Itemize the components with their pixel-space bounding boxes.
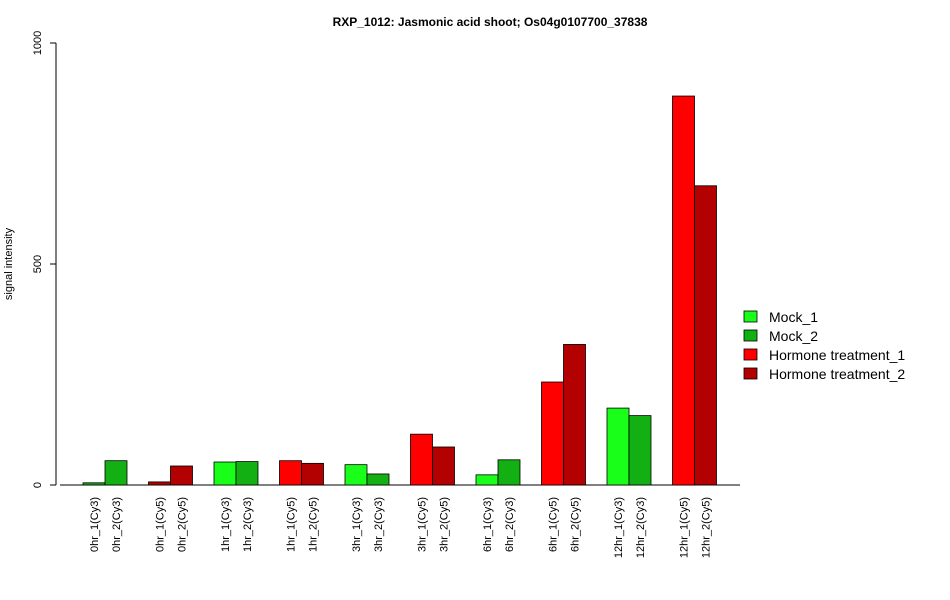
legend-swatch xyxy=(743,348,758,361)
legend-swatch xyxy=(743,329,758,342)
y-axis: 0 500 1000 xyxy=(32,31,57,488)
legend-label: Hormone treatment_2 xyxy=(769,366,905,382)
x-tick-label: 1hr_1(Cy3) xyxy=(220,497,232,552)
bar xyxy=(628,415,652,486)
x-tick-label: 12hr_2(Cy5) xyxy=(701,497,713,558)
bar xyxy=(475,474,499,486)
bar xyxy=(104,460,128,486)
bar xyxy=(694,185,717,486)
x-tick-label: 1hr_2(Cy3) xyxy=(242,497,254,552)
bar xyxy=(541,381,564,486)
x-tick-label: 12hr_2(Cy3) xyxy=(635,497,647,558)
legend-label: Mock_1 xyxy=(769,309,818,325)
y-tick-label: 500 xyxy=(32,255,44,273)
x-tick-label: 6hr_1(Cy5) xyxy=(548,497,560,552)
x-tick-label: 0hr_2(Cy5) xyxy=(177,497,189,552)
x-tick-label: 3hr_1(Cy5) xyxy=(417,497,429,552)
bar xyxy=(497,459,521,486)
legend-swatch xyxy=(743,367,758,380)
legend: Mock_1 Mock_2 Hormone treatment_1 Hormone t… xyxy=(743,309,905,382)
x-tick-label: 0hr_1(Cy5) xyxy=(155,497,167,552)
legend-swatch xyxy=(743,310,758,323)
x-tick-label: 3hr_2(Cy3) xyxy=(373,497,385,552)
bar xyxy=(563,344,586,486)
bar xyxy=(301,462,324,486)
x-tick-label: 0hr_1(Cy3) xyxy=(89,497,101,552)
x-tick-label: 3hr_2(Cy5) xyxy=(439,497,451,552)
y-axis-label: signal intensity xyxy=(3,227,15,300)
bar xyxy=(82,482,106,486)
bars xyxy=(82,95,717,486)
bar xyxy=(672,95,695,486)
y-tick-label: 1000 xyxy=(32,31,44,55)
x-tick-label: 3hr_1(Cy3) xyxy=(351,497,363,552)
bar xyxy=(410,433,433,486)
bar xyxy=(606,407,630,486)
bar xyxy=(148,481,171,486)
bar xyxy=(366,473,390,486)
x-tick-labels: 0hr_1(Cy3) 0hr_2(Cy3) 0hr_1(Cy5) 0hr_2(Cy5)… xyxy=(89,497,713,558)
x-tick-label: 0hr_2(Cy3) xyxy=(111,497,123,552)
chart-title: RXP_1012: Jasmonic acid shoot; Os04g0107… xyxy=(333,15,648,29)
x-tick-label: 1hr_2(Cy5) xyxy=(308,497,320,552)
bar xyxy=(432,446,455,486)
bar xyxy=(279,460,302,486)
legend-label: Mock_2 xyxy=(769,328,818,344)
x-tick-label: 1hr_1(Cy5) xyxy=(286,497,298,552)
x-tick-label: 12hr_1(Cy3) xyxy=(613,497,625,558)
legend-label: Hormone treatment_1 xyxy=(769,347,905,363)
bar xyxy=(170,465,193,486)
bar xyxy=(213,461,237,486)
x-tick-label: 12hr_1(Cy5) xyxy=(679,497,691,558)
x-tick-label: 6hr_2(Cy3) xyxy=(504,497,516,552)
y-tick-label: 0 xyxy=(32,482,44,488)
bar xyxy=(235,461,259,486)
bar xyxy=(344,464,368,486)
x-tick-label: 6hr_2(Cy5) xyxy=(570,497,582,552)
x-tick-label: 6hr_1(Cy3) xyxy=(482,497,494,552)
